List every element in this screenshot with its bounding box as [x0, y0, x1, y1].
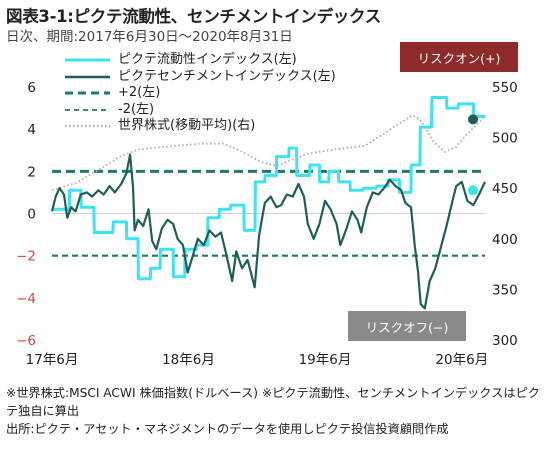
- x-axis-tick-label: 18年6月: [162, 352, 215, 368]
- right-axis-tick-label: 500: [492, 131, 518, 147]
- legend-swatch: [65, 88, 110, 98]
- liquidity-end-marker: [468, 185, 478, 196]
- world-equity-line: [51, 114, 486, 192]
- legend-item: 世界株式(移動平均)(右): [65, 118, 336, 135]
- left-axis-tick-label: 2: [27, 164, 36, 180]
- legend-label: ピクテ流動性インデックス(左): [118, 52, 297, 67]
- legend-item: ピクテセンチメントインデックス(左): [65, 69, 336, 86]
- end-markers: [468, 114, 478, 196]
- legend-item: ピクテ流動性インデックス(左): [65, 52, 336, 69]
- legend-swatch: [65, 121, 110, 131]
- sentiment-index-line: [50, 153, 486, 310]
- legend-item: -2(左): [65, 102, 336, 119]
- left-axis-tick-label: −2: [16, 249, 36, 265]
- risk-on-badge: リスクオン(+): [400, 42, 518, 72]
- reference-lines: [52, 169, 485, 257]
- chart-title: 図表3-1:ピクテ流動性、センチメントインデックス: [6, 7, 381, 26]
- right-axis-tick-label: 300: [492, 333, 518, 349]
- series-layer: [50, 96, 486, 310]
- risk-off-badge: リスクオフ(−): [348, 311, 466, 341]
- x-axis-tick-label: 19年6月: [299, 352, 352, 368]
- left-axis-tick-label: −4: [16, 291, 36, 307]
- liquidity-index-line: [52, 96, 485, 281]
- right-axis-tick-label: 350: [492, 282, 518, 298]
- right-axis-tick-label: 550: [492, 80, 518, 96]
- x-axis-tick-label: 17年6月: [26, 352, 79, 368]
- legend-label: +2(左): [118, 85, 161, 100]
- footnote: ※世界株式:MSCI ACWI 株価指数(ドルベース) ※ピクテ流動性、センチメ…: [6, 386, 540, 436]
- chart-legend: ピクテ流動性インデックス(左) ピクテセンチメントインデックス(左) +2(左)…: [65, 52, 336, 135]
- right-axis-tick-label: 450: [492, 181, 518, 197]
- left-axis-tick-label: 6: [27, 80, 36, 96]
- legend-label: -2(左): [118, 101, 155, 117]
- axes: 6 4 2 0 −2 −4 −6 550 500 450 400 350 300 17年6月 18年6月 19…: [16, 80, 518, 368]
- right-axis-tick-label: 400: [492, 232, 518, 248]
- equity-end-marker: [468, 114, 478, 125]
- legend-label: ピクテセンチメントインデックス(左): [118, 68, 336, 84]
- legend-swatch: [65, 72, 110, 82]
- legend-item: +2(左): [65, 85, 336, 102]
- legend-label: 世界株式(移動平均)(右): [118, 118, 256, 133]
- x-axis-tick-label: 20年6月: [435, 352, 488, 368]
- legend-swatch: [65, 55, 110, 65]
- left-axis-tick-label: −6: [16, 333, 36, 349]
- left-axis-tick-label: 0: [27, 207, 36, 223]
- chart-subtitle: 日次、期間:2017年6月30日〜2020年8月31日: [6, 29, 293, 45]
- legend-swatch: [65, 105, 110, 115]
- left-axis-tick-label: 4: [27, 122, 36, 138]
